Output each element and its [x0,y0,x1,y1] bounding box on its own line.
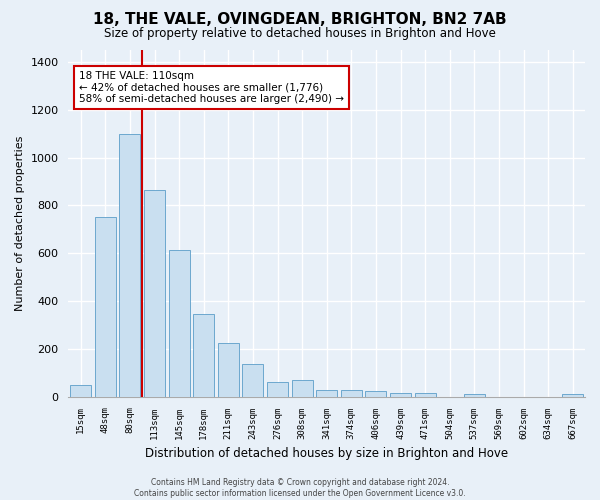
Bar [70,384,91,396]
X-axis label: Distribution of detached houses by size in Brighton and Hove: Distribution of detached houses by size … [145,447,508,460]
Bar [341,390,362,396]
Bar [242,364,263,396]
Bar [390,393,411,396]
Text: 18 THE VALE: 110sqm
← 42% of detached houses are smaller (1,776)
58% of semi-det: 18 THE VALE: 110sqm ← 42% of detached ho… [79,71,344,104]
Bar [316,390,337,396]
Bar [119,134,140,396]
Text: Size of property relative to detached houses in Brighton and Hove: Size of property relative to detached ho… [104,28,496,40]
Bar [144,190,165,396]
Bar [562,394,583,396]
Bar [267,382,288,396]
Bar [292,380,313,396]
Y-axis label: Number of detached properties: Number of detached properties [15,136,25,311]
Bar [169,250,190,396]
Bar [464,394,485,396]
Text: Contains HM Land Registry data © Crown copyright and database right 2024.
Contai: Contains HM Land Registry data © Crown c… [134,478,466,498]
Bar [365,392,386,396]
Bar [415,393,436,396]
Bar [95,218,116,396]
Text: 18, THE VALE, OVINGDEAN, BRIGHTON, BN2 7AB: 18, THE VALE, OVINGDEAN, BRIGHTON, BN2 7… [93,12,507,28]
Bar [218,343,239,396]
Bar [193,314,214,396]
